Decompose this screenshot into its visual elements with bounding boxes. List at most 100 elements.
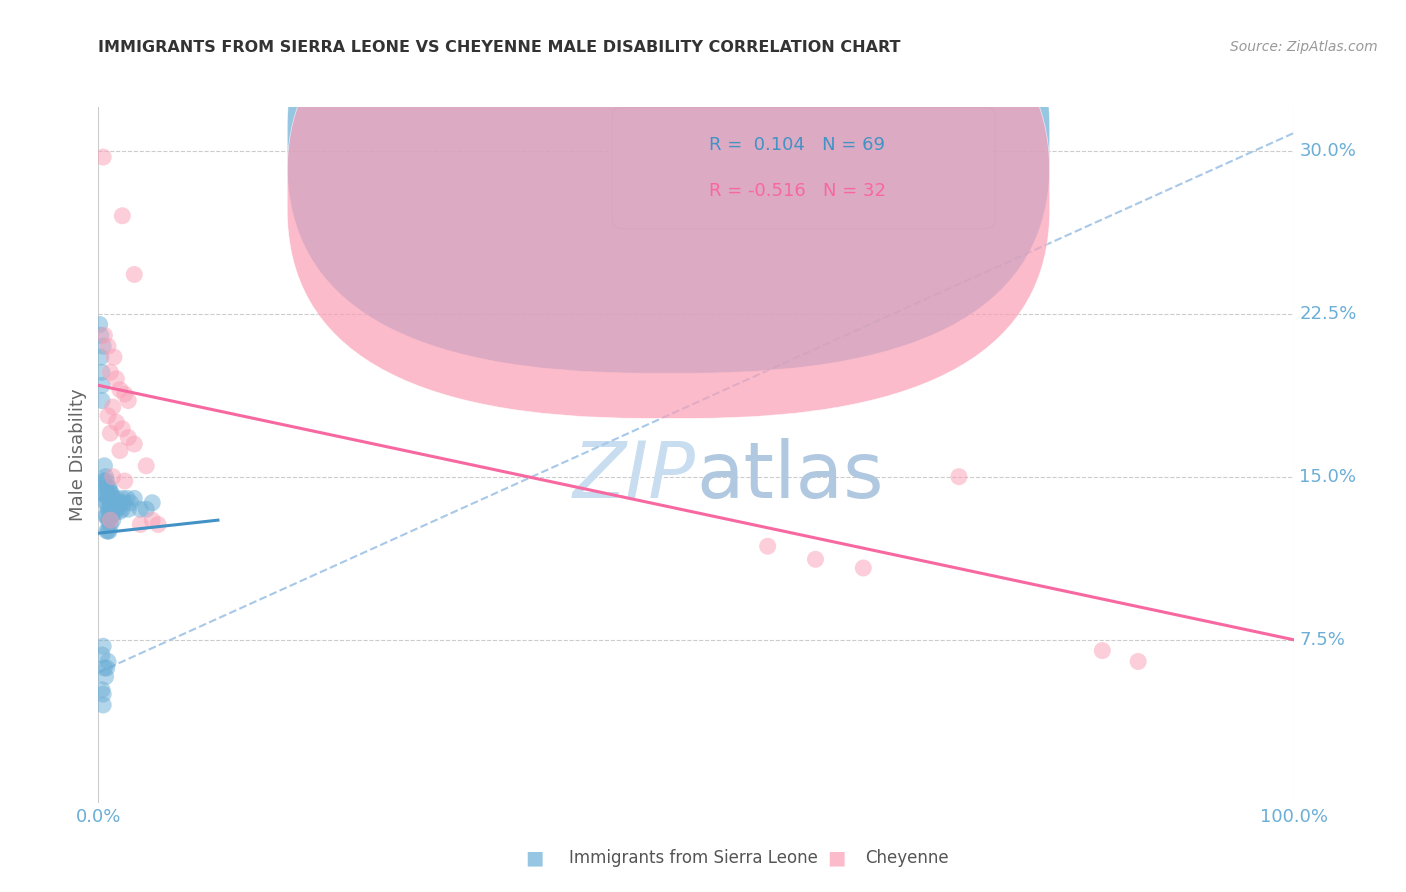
Point [100,508,122,523]
FancyBboxPatch shape [287,0,1050,373]
Point [98,365,122,379]
Point [91,339,114,353]
Point [105,502,128,516]
Point [98,481,121,495]
Point [103,496,125,510]
Point [108,504,131,518]
Point [91,365,114,379]
Point [97,339,120,353]
Point [756,539,779,553]
Point [114,496,136,510]
Text: R =  0.104   N = 69: R = 0.104 N = 69 [709,136,886,154]
Point [141,496,163,510]
Point [101,491,124,506]
Point [97,409,120,423]
Point [124,437,146,451]
Point [108,383,131,397]
Point [97,524,120,538]
Y-axis label: Male Disability: Male Disability [69,389,87,521]
Text: 30.0%: 30.0% [1299,142,1357,160]
Point [90,350,112,364]
Point [129,517,152,532]
Point [103,350,125,364]
Point [804,552,827,566]
Point [98,524,121,538]
Point [98,502,121,516]
Point [101,502,124,516]
Point [107,496,129,510]
Point [90,328,112,343]
Point [91,648,114,662]
Point [100,487,122,501]
Point [111,422,134,436]
Point [91,687,114,701]
Point [120,496,142,510]
Point [91,150,114,164]
Point [98,484,122,499]
Point [91,698,114,712]
Text: ■: ■ [827,848,846,868]
FancyBboxPatch shape [287,0,1050,418]
FancyBboxPatch shape [612,107,994,229]
Point [98,513,121,527]
Point [97,491,120,506]
Point [98,491,121,506]
Point [93,328,115,343]
Point [103,507,125,521]
Point [108,443,131,458]
Point [91,393,114,408]
Text: ■: ■ [524,848,544,868]
Point [91,639,114,653]
Point [104,500,127,514]
Point [124,491,146,506]
Text: atlas: atlas [696,438,883,514]
Point [94,496,117,510]
Point [117,502,139,516]
Point [117,393,139,408]
Point [96,487,118,501]
Point [98,426,122,441]
Point [91,487,114,501]
Text: 22.5%: 22.5% [1299,304,1357,323]
Point [101,400,124,414]
Point [124,268,146,282]
Point [93,487,115,501]
Point [111,502,134,516]
Point [129,502,152,516]
Point [97,513,120,527]
Text: Immigrants from Sierra Leone: Immigrants from Sierra Leone [569,849,818,867]
Point [98,517,122,532]
Point [948,469,970,483]
Point [96,496,118,510]
Point [94,670,117,684]
Point [97,502,120,516]
Point [107,500,129,514]
Point [1128,655,1150,669]
Point [94,481,117,495]
Point [93,661,115,675]
Point [94,508,117,523]
Point [91,378,114,392]
Point [93,458,115,473]
Point [96,524,118,538]
Text: 15.0%: 15.0% [1299,467,1357,485]
Point [94,469,117,483]
Point [97,481,120,495]
Point [101,469,124,483]
Point [117,431,139,445]
Text: 7.5%: 7.5% [1299,631,1346,648]
Point [98,496,122,510]
Point [1091,643,1114,657]
Point [91,474,114,488]
Point [111,209,134,223]
Text: IMMIGRANTS FROM SIERRA LEONE VS CHEYENNE MALE DISABILITY CORRELATION CHART: IMMIGRANTS FROM SIERRA LEONE VS CHEYENNE… [98,40,901,55]
Point [96,661,118,675]
Point [98,513,122,527]
Text: R = -0.516   N = 32: R = -0.516 N = 32 [709,182,886,200]
Point [105,415,128,429]
Point [135,502,157,516]
Point [93,474,115,488]
Point [852,561,875,575]
Point [105,491,128,506]
Point [96,474,118,488]
